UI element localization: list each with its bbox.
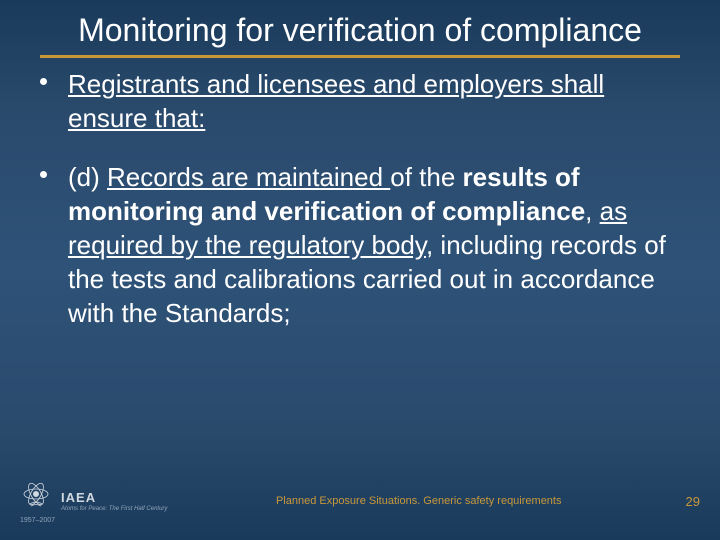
org-logo: 1957–2007 IAEA Atoms for Peace: The Firs…	[20, 478, 167, 524]
text-segment: (d)	[68, 162, 107, 192]
bullet-text: Registrants and licensees and employers …	[68, 68, 680, 136]
bullet-marker-icon	[40, 161, 68, 330]
logo-text-block: IAEA Atoms for Peace: The First Half Cen…	[61, 490, 167, 512]
text-segment: ,	[585, 196, 599, 226]
bullet-marker-icon	[40, 68, 68, 136]
org-acronym: IAEA	[61, 490, 167, 505]
slide-title: Monitoring for verification of complianc…	[40, 12, 680, 58]
atom-icon	[20, 478, 52, 510]
bullet-item: Registrants and licensees and employers …	[40, 68, 680, 136]
bullet-item: (d) Records are maintained of the result…	[40, 161, 680, 330]
text-segment: of the	[390, 162, 462, 192]
slide-footer: 1957–2007 IAEA Atoms for Peace: The Firs…	[0, 478, 720, 524]
footer-center-text: Planned Exposure Situations. Generic saf…	[167, 495, 670, 507]
text-segment: Records are maintained	[107, 162, 390, 192]
bullet-text: (d) Records are maintained of the result…	[68, 161, 680, 330]
slide-number: 29	[670, 494, 700, 509]
logo-emblem: 1957–2007	[20, 478, 55, 524]
slide: Monitoring for verification of complianc…	[0, 0, 720, 540]
text-segment: Registrants and licensees and employers …	[68, 69, 604, 133]
logo-year-range: 1957–2007	[20, 517, 55, 524]
org-tagline: Atoms for Peace: The First Half Century	[61, 506, 167, 512]
slide-content: Registrants and licensees and employers …	[40, 68, 680, 331]
